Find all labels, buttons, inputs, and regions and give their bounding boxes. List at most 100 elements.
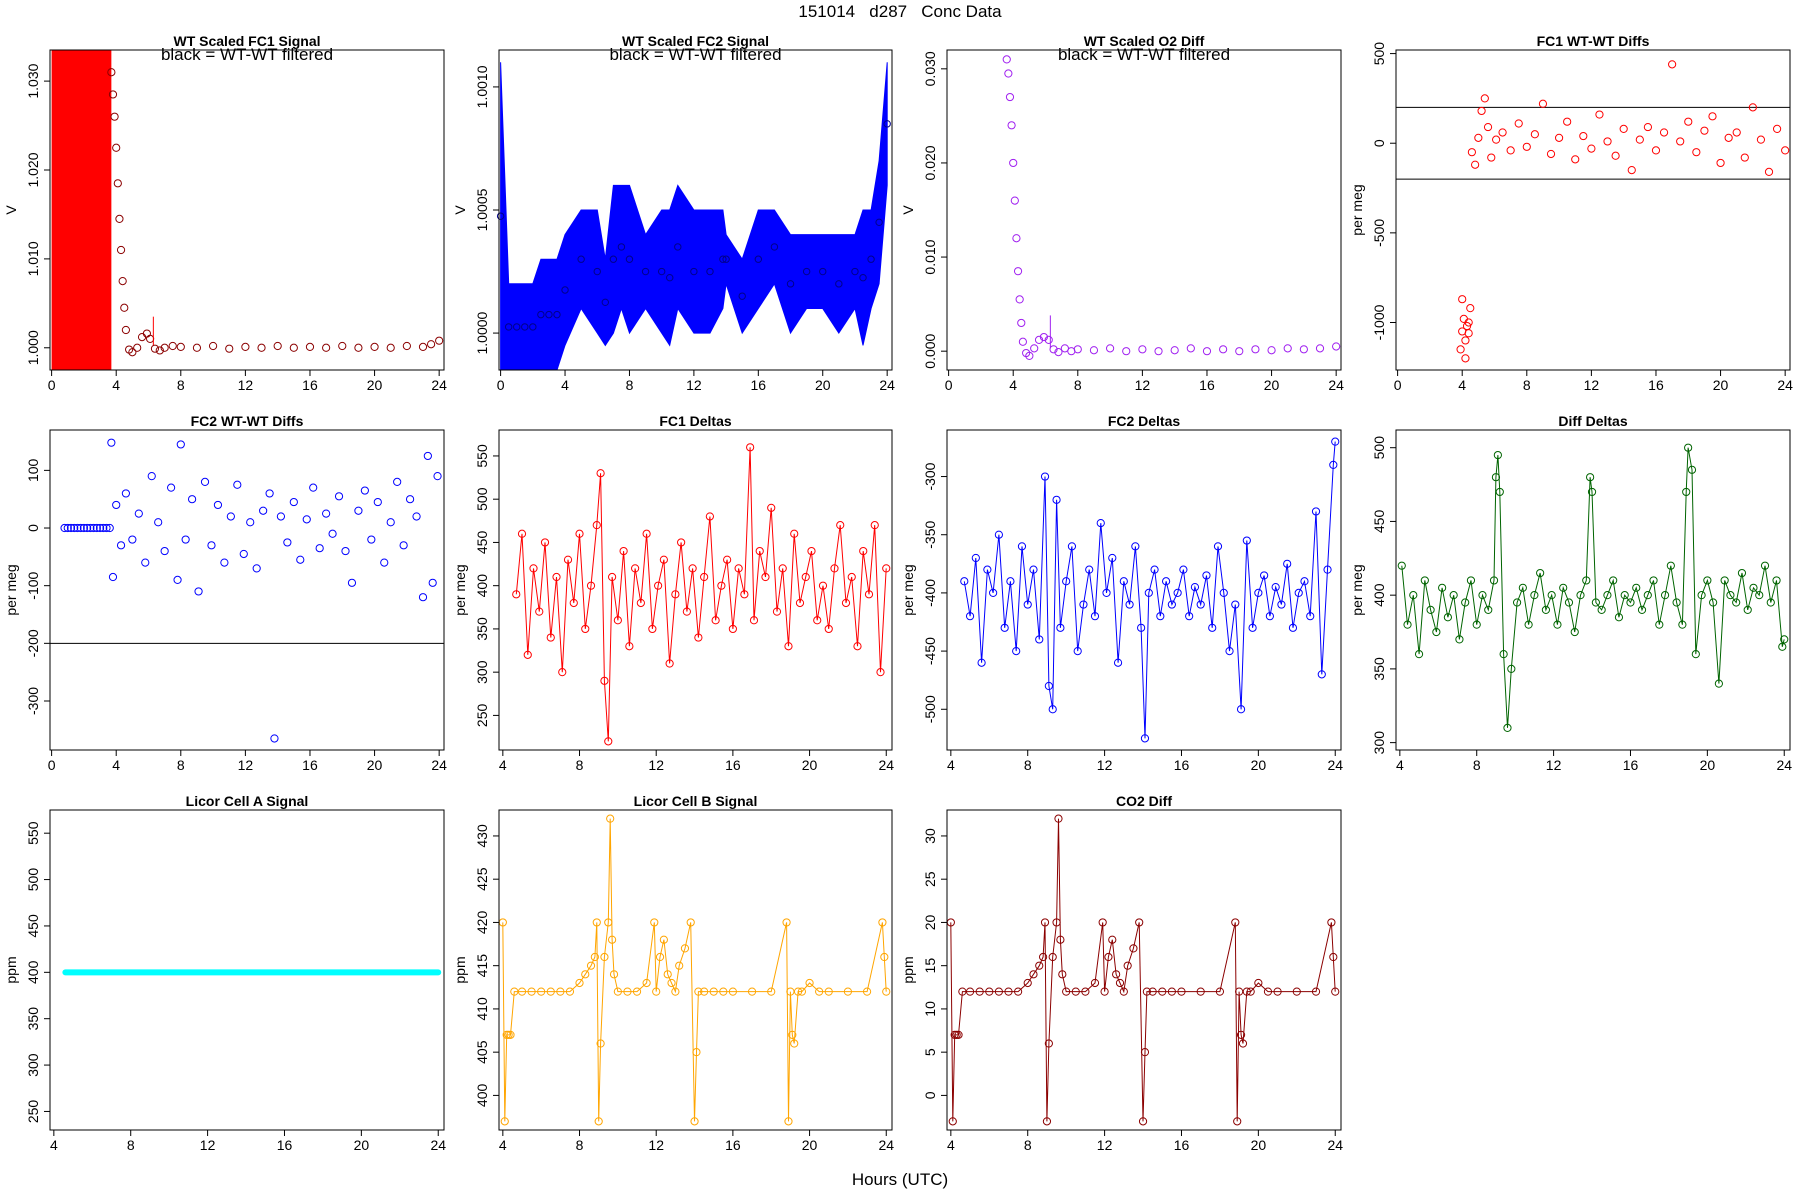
- data-point: [1464, 318, 1473, 327]
- data-point: [1595, 110, 1604, 119]
- data-point: [1603, 591, 1612, 600]
- data-point: [1202, 347, 1212, 356]
- data-point: [370, 342, 379, 351]
- data-point: [1672, 598, 1681, 607]
- data-point: [1235, 347, 1244, 356]
- y-tick-label: 300: [25, 1053, 41, 1077]
- data-point: [1123, 961, 1132, 970]
- data-point: [1213, 542, 1223, 551]
- data-point: [1414, 650, 1424, 659]
- data-point: [1131, 542, 1140, 551]
- y-tick-label: 10: [922, 1001, 938, 1017]
- data-point: [801, 572, 810, 582]
- x-tick-label: 12: [1097, 757, 1113, 773]
- data-point: [1090, 978, 1100, 988]
- data-point: [95, 523, 105, 533]
- x-tick-label: 4: [1458, 377, 1466, 393]
- data-point: [1329, 952, 1338, 962]
- data-point: [1115, 978, 1125, 988]
- y-tick-label: 1.0000: [474, 311, 490, 354]
- data-point: [500, 1117, 509, 1126]
- data-point: [537, 310, 545, 319]
- data-point: [767, 987, 776, 996]
- data-point: [1273, 987, 1282, 996]
- chart-title: FC1 Deltas: [659, 413, 732, 429]
- data-point: [160, 546, 169, 556]
- data-point: [659, 555, 668, 564]
- data-point: [632, 987, 642, 996]
- x-tick-label: 20: [815, 377, 831, 393]
- chart-panel-4: FC2 WT-WT Diffs 0 4 8 12 16 20 24 -300 -200 -100 0 1…: [3, 413, 447, 773]
- data-point: [246, 518, 255, 527]
- data-point: [738, 292, 746, 300]
- data-point: [128, 535, 137, 544]
- data-point: [1635, 135, 1644, 144]
- data-point: [1611, 151, 1620, 160]
- data-point: [1292, 987, 1301, 996]
- x-tick-label: 12: [686, 377, 702, 393]
- data-point: [513, 323, 521, 331]
- data-point: [1073, 646, 1082, 656]
- x-tick-label: 4: [112, 377, 120, 393]
- data-point: [882, 564, 891, 573]
- data-point: [1619, 124, 1628, 133]
- data-point: [807, 546, 816, 556]
- data-point: [711, 616, 720, 625]
- data-point: [1464, 329, 1473, 338]
- data-point: [76, 523, 85, 533]
- y-tick-label: 30: [922, 828, 938, 844]
- plot-frame: [1395, 49, 1791, 371]
- data-point: [1480, 94, 1489, 103]
- data-point: [181, 535, 190, 544]
- data-point: [581, 624, 590, 634]
- plot-frame: [49, 429, 445, 751]
- y-tick-label: 1.030: [25, 63, 41, 98]
- chart-panel-2: WT Scaled O2 Diff 0 4 8 12 16 20 24 0.000 0.010 0.…: [900, 33, 1344, 393]
- data-point: [1154, 347, 1163, 356]
- plot-frame: [498, 429, 893, 751]
- data-point: [1449, 591, 1458, 600]
- data-point: [233, 480, 242, 489]
- data-point: [1603, 137, 1612, 146]
- data-point: [1489, 576, 1499, 585]
- data-point: [405, 495, 415, 504]
- data-point: [1676, 137, 1685, 146]
- data-point: [754, 255, 763, 263]
- x-tick-label: 12: [238, 377, 254, 393]
- data-point: [824, 624, 833, 634]
- data-point: [1062, 987, 1071, 996]
- data-point: [1409, 591, 1418, 600]
- data-point: [160, 343, 169, 352]
- data-point: [677, 538, 686, 547]
- x-tick-label: 8: [127, 1137, 135, 1153]
- data-point: [1726, 591, 1735, 600]
- data-point: [134, 509, 143, 518]
- data-point: [133, 343, 142, 352]
- x-tick-label: 0: [1394, 377, 1402, 393]
- data-point: [1090, 612, 1100, 621]
- data-point: [328, 529, 337, 538]
- data-point: [1023, 600, 1032, 609]
- plot-frame: [946, 49, 1342, 371]
- data-point: [965, 612, 975, 621]
- data-point: [1456, 345, 1465, 354]
- data-point: [354, 343, 363, 352]
- data-point: [1009, 158, 1018, 168]
- y-axis-label: per meg: [1349, 564, 1365, 615]
- data-point: [835, 280, 843, 288]
- y-tick-label: -350: [922, 521, 938, 549]
- x-tick-label: 20: [1251, 1137, 1267, 1153]
- data-point: [1563, 117, 1572, 126]
- data-point: [1202, 571, 1211, 580]
- data-point: [558, 668, 567, 677]
- data-point: [386, 518, 395, 527]
- data-point: [428, 578, 437, 587]
- data-point: [418, 593, 428, 602]
- data-point: [1044, 681, 1053, 691]
- y-tick-label: -500: [1371, 219, 1387, 247]
- data-point: [305, 342, 315, 351]
- chart-panel-10: CO2 Diff 4 8 12 16 20 24 0 5 10 15 20 25 30 ppm: [900, 793, 1343, 1153]
- data-point: [818, 581, 828, 590]
- data-point: [105, 523, 114, 533]
- data-point: [700, 987, 709, 996]
